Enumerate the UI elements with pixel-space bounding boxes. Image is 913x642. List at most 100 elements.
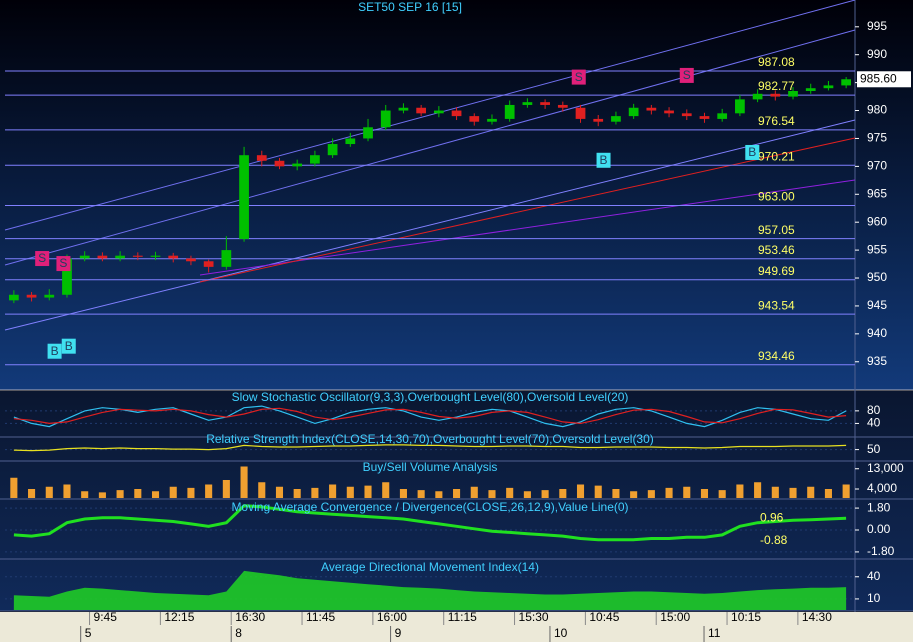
candle-body (433, 110, 444, 114)
pane-title: Relative Strength Index(CLOSE,14,30,70),… (206, 432, 654, 446)
series-line (13, 407, 847, 425)
candle-body (274, 160, 285, 167)
volume-bar (364, 485, 372, 498)
volume-bar (28, 489, 36, 498)
candle-body (841, 79, 852, 86)
candle-body (26, 294, 37, 298)
x-tick-label: 16:30 (235, 610, 265, 624)
level-label: 953.46 (758, 243, 795, 257)
indicator-panes (0, 391, 913, 611)
signal-box (745, 144, 760, 160)
level-label: 949.69 (758, 264, 795, 278)
signal-label: B (51, 344, 59, 358)
volume-bar (470, 486, 478, 498)
volume-bar (435, 491, 443, 498)
x-tick-label: 15:30 (519, 610, 549, 624)
level-label: 934.46 (758, 349, 795, 363)
signal-box (35, 251, 50, 267)
candle-body (44, 294, 55, 298)
time-axis (0, 612, 913, 642)
volume-bar (151, 491, 160, 498)
signal-box (679, 67, 694, 83)
candle-body (168, 255, 179, 259)
value-annotation: -0.88 (760, 533, 788, 547)
day-tick-label: 11 (708, 626, 721, 640)
candle-body (628, 107, 639, 117)
y-tick-label: 950 (867, 270, 887, 284)
candle-body (664, 110, 674, 114)
x-tick-label: 10:45 (589, 610, 619, 624)
adx-area (13, 570, 847, 610)
level-label: 976.54 (758, 114, 795, 128)
volume-bar (222, 480, 230, 498)
volume-bar (523, 491, 531, 498)
candle-body (717, 113, 728, 119)
candle-body (416, 107, 427, 114)
candle-body (186, 258, 196, 262)
y-tick-label: 960 (867, 214, 887, 228)
candle-body (504, 104, 515, 119)
volume-bar (736, 484, 744, 498)
volume-bar (506, 487, 514, 498)
day-tick-label: 8 (235, 626, 242, 640)
candle-body (8, 294, 19, 301)
chart-title: SET50 SEP 16 [15] (358, 0, 462, 14)
candle-body (593, 118, 604, 122)
signal-label: S (38, 251, 46, 265)
y-tick-label: 80 (867, 403, 881, 417)
volume-bar (683, 486, 691, 498)
trend-line (4, 119, 856, 331)
series-line (13, 444, 847, 452)
series-line (13, 405, 847, 428)
volume-bar (453, 489, 461, 498)
candle-body (788, 90, 798, 97)
y-tick-label: 945 (867, 298, 887, 312)
x-tick-label: 16:00 (377, 610, 407, 624)
y-tick-label: 970 (867, 159, 887, 173)
y-tick-label: 995 (867, 19, 887, 33)
x-tick-label: 11:45 (306, 610, 335, 624)
x-tick-label: 15:00 (660, 610, 690, 624)
volume-bar (81, 491, 89, 498)
y-tick-label: 1.80 (867, 500, 891, 514)
x-tick-label: 10:15 (731, 610, 761, 624)
x-tick-label: 14:30 (802, 610, 832, 624)
signal-label: B (748, 145, 756, 159)
candle-body (681, 113, 692, 117)
level-label: 982.77 (758, 79, 795, 93)
candle-body (557, 104, 568, 108)
candle-body (451, 110, 462, 117)
level-label: 970.21 (758, 149, 795, 163)
candle-body (752, 93, 763, 100)
candle-body (115, 255, 125, 259)
candle-body (150, 255, 161, 257)
candle-body (79, 255, 90, 259)
volume-bar (700, 489, 709, 498)
candle-body (363, 127, 373, 139)
signal-box (596, 152, 611, 168)
volume-bar (576, 484, 585, 498)
candle-body (380, 110, 391, 128)
volume-bar (824, 489, 832, 498)
signal-label: S (59, 256, 67, 270)
volume-bar (311, 487, 319, 498)
candle-body (522, 102, 533, 105)
volume-bar (258, 482, 266, 498)
level-label: 987.08 (758, 55, 795, 69)
candle-body (823, 85, 834, 89)
signal-label: S (575, 70, 583, 84)
volume-bar (399, 489, 407, 498)
pane-title: Moving Average Convergence / Divergence(… (231, 500, 628, 514)
y-tick-label: -1.80 (867, 544, 895, 558)
volume-bar (612, 489, 620, 498)
volume-bar (718, 490, 726, 498)
volume-bar (346, 486, 354, 498)
volume-bar (329, 484, 337, 498)
y-tick-label: 955 (867, 242, 887, 256)
volume-bar (594, 485, 602, 498)
x-tick-label: 9:45 (94, 610, 118, 624)
volume-bar (771, 486, 779, 498)
y-tick-label: 990 (867, 47, 887, 61)
volume-bar (45, 486, 53, 498)
